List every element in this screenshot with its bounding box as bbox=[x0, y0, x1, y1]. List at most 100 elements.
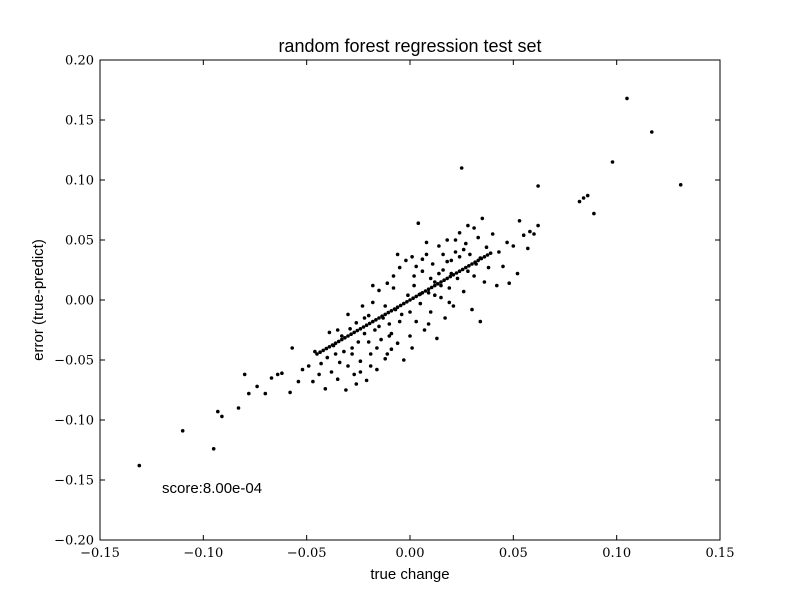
data-point bbox=[311, 379, 315, 384]
data-point bbox=[354, 382, 359, 386]
data-point bbox=[418, 301, 423, 306]
data-point bbox=[585, 193, 590, 198]
scatter-points bbox=[137, 96, 683, 468]
data-point-diagonal bbox=[352, 330, 357, 335]
data-point bbox=[505, 240, 509, 245]
y-tick-label: −0.05 bbox=[54, 354, 94, 369]
data-point-diagonal bbox=[318, 350, 322, 355]
data-point bbox=[536, 184, 540, 188]
data-point bbox=[482, 280, 487, 284]
data-point bbox=[459, 166, 464, 170]
data-point-diagonal bbox=[343, 336, 347, 340]
data-point bbox=[410, 254, 414, 259]
data-point bbox=[352, 372, 357, 377]
data-point bbox=[445, 259, 450, 264]
data-point bbox=[447, 286, 452, 290]
data-point-diagonal bbox=[414, 294, 419, 299]
data-point bbox=[449, 258, 454, 263]
data-point-diagonal bbox=[355, 328, 360, 333]
data-point bbox=[453, 238, 458, 242]
y-tick-label: 0.20 bbox=[65, 54, 94, 69]
data-point bbox=[480, 216, 485, 221]
data-point-diagonal bbox=[358, 327, 363, 331]
data-point bbox=[420, 269, 425, 274]
data-point bbox=[296, 379, 301, 384]
data-point bbox=[327, 330, 332, 335]
data-point bbox=[437, 271, 441, 276]
data-point bbox=[348, 327, 352, 331]
data-point bbox=[379, 337, 383, 342]
data-point bbox=[412, 274, 416, 278]
data-point bbox=[220, 414, 224, 419]
data-point bbox=[364, 378, 369, 383]
data-point bbox=[300, 367, 305, 372]
data-point-diagonal bbox=[408, 298, 412, 302]
data-point bbox=[414, 319, 419, 324]
data-point bbox=[335, 328, 340, 332]
data-point bbox=[497, 250, 501, 254]
data-point-diagonal bbox=[470, 262, 474, 266]
data-point bbox=[362, 331, 367, 336]
data-point bbox=[410, 346, 414, 350]
data-point-diagonal bbox=[371, 319, 375, 324]
data-point-diagonal bbox=[445, 276, 450, 281]
x-tick-label: −0.15 bbox=[80, 546, 120, 561]
data-point-diagonal bbox=[448, 274, 453, 279]
data-point bbox=[358, 359, 363, 364]
data-point bbox=[375, 367, 379, 372]
data-point bbox=[275, 372, 280, 377]
x-tick-label: 0.15 bbox=[706, 546, 735, 561]
y-tick-label: 0.05 bbox=[65, 234, 94, 249]
data-point bbox=[387, 334, 392, 338]
data-point bbox=[461, 247, 466, 252]
data-point bbox=[373, 328, 377, 332]
data-point bbox=[371, 300, 375, 305]
data-point-diagonal bbox=[429, 285, 434, 290]
data-point bbox=[366, 313, 371, 318]
y-tick-label: 0.15 bbox=[65, 114, 94, 129]
data-point bbox=[451, 304, 456, 308]
data-point bbox=[395, 252, 400, 257]
data-point-diagonal bbox=[423, 289, 428, 293]
data-point bbox=[433, 293, 437, 298]
data-point bbox=[385, 352, 390, 356]
data-point-diagonal bbox=[442, 278, 446, 283]
data-point bbox=[486, 265, 491, 270]
data-point-diagonal bbox=[327, 345, 332, 349]
data-point bbox=[532, 232, 536, 236]
data-point bbox=[453, 250, 458, 254]
data-point bbox=[313, 349, 317, 354]
data-point bbox=[290, 346, 295, 350]
y-tick-label: −0.20 bbox=[54, 534, 94, 549]
data-point bbox=[408, 310, 412, 314]
data-point-diagonal bbox=[367, 321, 372, 326]
data-point bbox=[528, 229, 532, 234]
data-point bbox=[433, 280, 437, 284]
data-point-diagonal bbox=[482, 254, 487, 259]
data-point-diagonal bbox=[460, 267, 465, 272]
data-point-diagonal bbox=[479, 256, 484, 261]
data-point bbox=[340, 334, 344, 338]
data-point bbox=[439, 295, 443, 300]
data-point bbox=[395, 341, 400, 346]
data-point bbox=[478, 319, 483, 324]
data-point bbox=[435, 336, 439, 341]
data-point bbox=[350, 346, 354, 350]
y-tick-label: −0.10 bbox=[54, 414, 94, 429]
data-point-diagonal bbox=[380, 314, 384, 319]
data-point bbox=[342, 349, 346, 354]
y-tick-label: −0.15 bbox=[54, 474, 94, 489]
data-point-diagonal bbox=[398, 303, 403, 308]
data-point bbox=[346, 312, 350, 317]
data-point bbox=[466, 269, 470, 274]
y-tick-label: 0.00 bbox=[65, 294, 94, 309]
x-tick-label: −0.05 bbox=[287, 546, 327, 561]
data-point bbox=[441, 252, 445, 257]
data-point bbox=[428, 276, 433, 281]
data-point-diagonal bbox=[402, 301, 406, 306]
data-point bbox=[461, 289, 466, 294]
data-point bbox=[329, 370, 334, 374]
data-point bbox=[385, 281, 390, 286]
data-point-diagonal bbox=[333, 341, 338, 346]
